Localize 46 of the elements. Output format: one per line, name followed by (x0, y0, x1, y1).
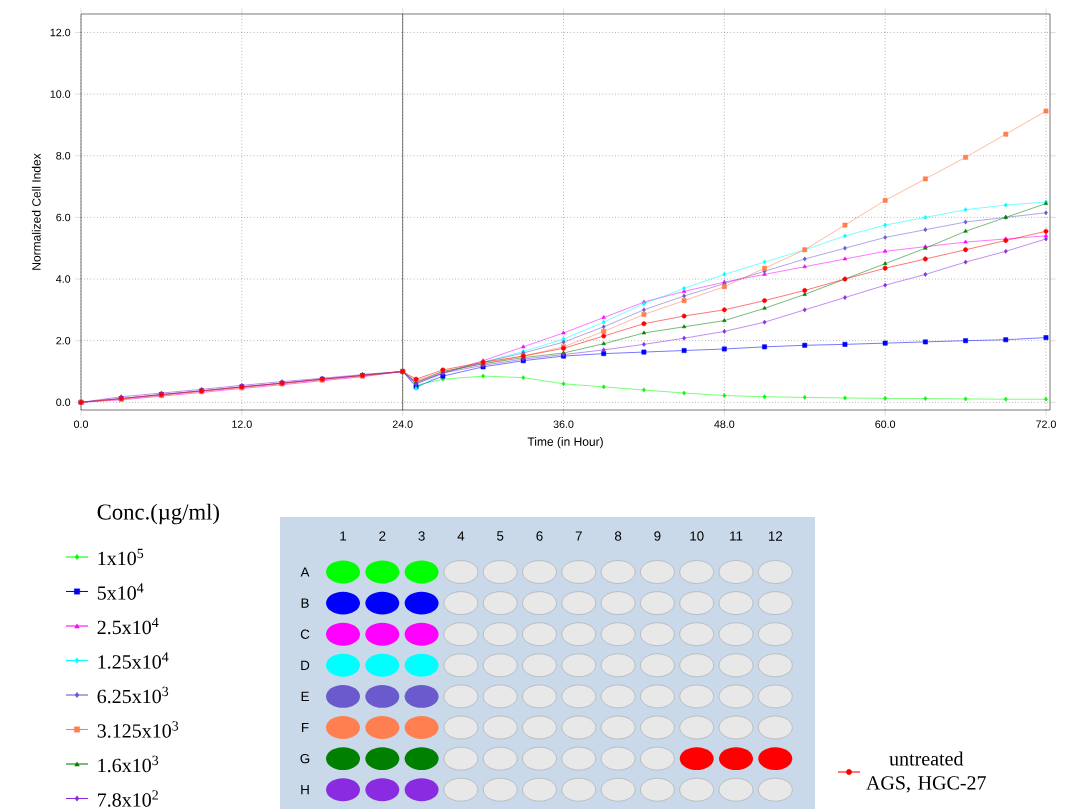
text: 5 (497, 531, 504, 541)
y-tick-label: 2.0 (56, 336, 71, 345)
legend-label: 1x10$^{5}$ (98, 548, 144, 566)
text: E (301, 691, 309, 701)
y-axis-title: Normalized Cell Index (31, 153, 41, 270)
legend-label: 1.25x10$^{4}$ (98, 652, 169, 669)
x-tick-label: 36.0 (553, 420, 574, 428)
text: F (302, 722, 309, 732)
x-axis-title: Time (in Hour) (527, 437, 603, 449)
text: H (301, 785, 309, 795)
text: 1 (340, 531, 347, 541)
y-tick-label: 12.0 (50, 28, 71, 37)
y-tick-label: 0.0 (56, 398, 71, 406)
text: 11 (730, 531, 743, 541)
text: B (301, 598, 309, 608)
legend-label: 3.125x10$^{3}$ (97, 721, 179, 738)
text: 4 (457, 531, 465, 541)
text: 12 (768, 531, 783, 541)
x-tick-label: 60.0 (875, 420, 896, 428)
text: 6 (536, 531, 543, 541)
y-tick-label: 8.0 (56, 151, 71, 160)
x-tick-label: 12.0 (232, 420, 252, 428)
y-tick-label: 10.0 (50, 90, 71, 98)
text: 7 (575, 531, 582, 541)
text: 2 (379, 531, 386, 541)
text: G (300, 753, 310, 764)
legend-label: untreated AGS, HGC-27 (866, 751, 986, 793)
text: 9 (654, 531, 661, 541)
text: C (300, 629, 310, 639)
legend-label: 5x10$^{4}$ (97, 583, 144, 600)
legend-label: 7.8x10$^{2}$ (98, 790, 158, 807)
legend-label: 6.25x10$^{3}$ (97, 686, 169, 704)
text: A (300, 567, 310, 577)
x-tick-label: 24.0 (392, 420, 413, 428)
y-tick-label: 6.0 (56, 213, 71, 222)
text: 3 (418, 531, 425, 541)
text: 10 (690, 531, 704, 541)
legend-title: Conc.(µg/ml) (97, 503, 219, 525)
text: D (301, 660, 310, 670)
x-tick-label: 72.0 (1036, 420, 1056, 428)
text: 8 (614, 531, 622, 541)
y-tick-label: 4.0 (56, 275, 71, 283)
legend-label: 2.5x10$^{4}$ (97, 617, 159, 635)
x-tick-label: 48.0 (714, 420, 735, 428)
legend-label: 1.6x10$^{3}$ (98, 755, 159, 773)
x-tick-label: 0.0 (74, 420, 89, 428)
